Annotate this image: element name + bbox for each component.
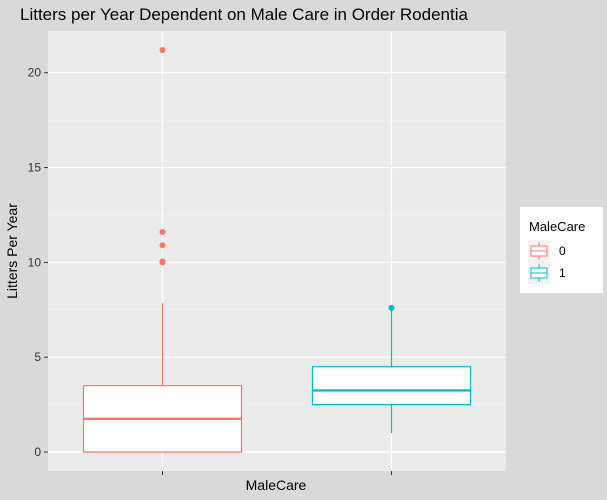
outlier-point [388,304,395,311]
chart-title: Litters per Year Dependent on Male Care … [20,5,468,24]
box-group-0 [82,46,243,453]
legend-item-0: 0 [528,240,566,262]
outlier-point [159,46,166,53]
y-tick-label: 10 [28,255,42,269]
y-tick-label: 15 [28,161,42,175]
box [311,366,472,406]
x-axis-label: MaleCare [246,477,307,493]
outlier-point [159,242,166,249]
legend-label: 1 [559,266,566,280]
legend-items: 01 [528,240,566,284]
legend-item-1: 1 [528,262,566,284]
box-group-1 [311,304,472,434]
y-tick-label: 5 [34,350,41,364]
legend-label: 0 [559,244,566,258]
y-axis-ticks: 0 5 10 15 20 [28,66,392,475]
boxes [82,46,472,453]
y-tick-label: 0 [34,445,41,459]
legend: MaleCare 01 [520,207,603,293]
outlier-point [159,229,166,236]
y-tick-label: 20 [28,66,42,80]
y-axis-label: Litters Per Year [4,203,20,299]
legend-title: MaleCare [529,219,585,234]
outlier-point [159,258,166,265]
